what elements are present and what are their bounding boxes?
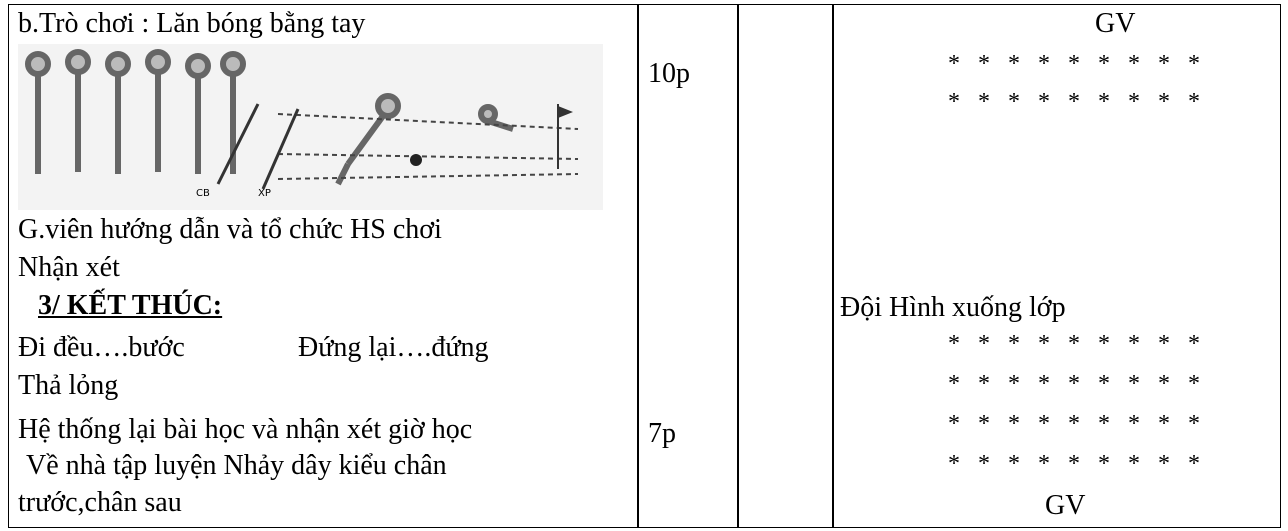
student-row: * * * * * * * * * bbox=[948, 411, 1200, 437]
text-line: Hệ thống lại bài học và nhận xét giờ học bbox=[18, 414, 473, 445]
cell-time bbox=[637, 4, 739, 528]
image-label: CB bbox=[196, 188, 210, 199]
text-line: Nhận xét bbox=[18, 252, 120, 283]
student-row: * * * * * * * * * bbox=[948, 331, 1200, 357]
formation-caption: Đội Hình xuống lớp bbox=[840, 292, 1066, 323]
section-heading: 3/ KẾT THÚC: bbox=[38, 290, 223, 321]
image-label: XP bbox=[258, 188, 271, 199]
teacher-label: GV bbox=[1045, 490, 1086, 521]
student-row: * * * * * * * * * bbox=[948, 451, 1200, 477]
student-row: * * * * * * * * * bbox=[948, 371, 1200, 397]
student-row: * * * * * * * * * bbox=[948, 89, 1200, 115]
time: 10p bbox=[648, 58, 690, 89]
text-line: Thả lỏng bbox=[18, 370, 119, 401]
text-line: Đi đều….bước bbox=[18, 332, 185, 363]
text-line: G.viên hướng dẫn và tổ chức HS chơi bbox=[18, 214, 442, 245]
cell-formation bbox=[832, 4, 1281, 528]
cell-content bbox=[8, 4, 639, 528]
text-line: trước,chân sau bbox=[18, 487, 182, 518]
text-line: Về nhà tập luyện Nhảy dây kiểu chân bbox=[26, 450, 447, 481]
text-line: Đứng lại….đứng bbox=[298, 332, 489, 363]
teacher-label: GV bbox=[1095, 8, 1136, 39]
cell-count bbox=[737, 4, 834, 528]
game-illustration: CB XP bbox=[18, 44, 603, 210]
student-row: * * * * * * * * * bbox=[948, 51, 1200, 77]
time: 7p bbox=[648, 418, 676, 449]
activity-title: b.Trò chơi : Lăn bóng bằng tay bbox=[18, 8, 366, 39]
